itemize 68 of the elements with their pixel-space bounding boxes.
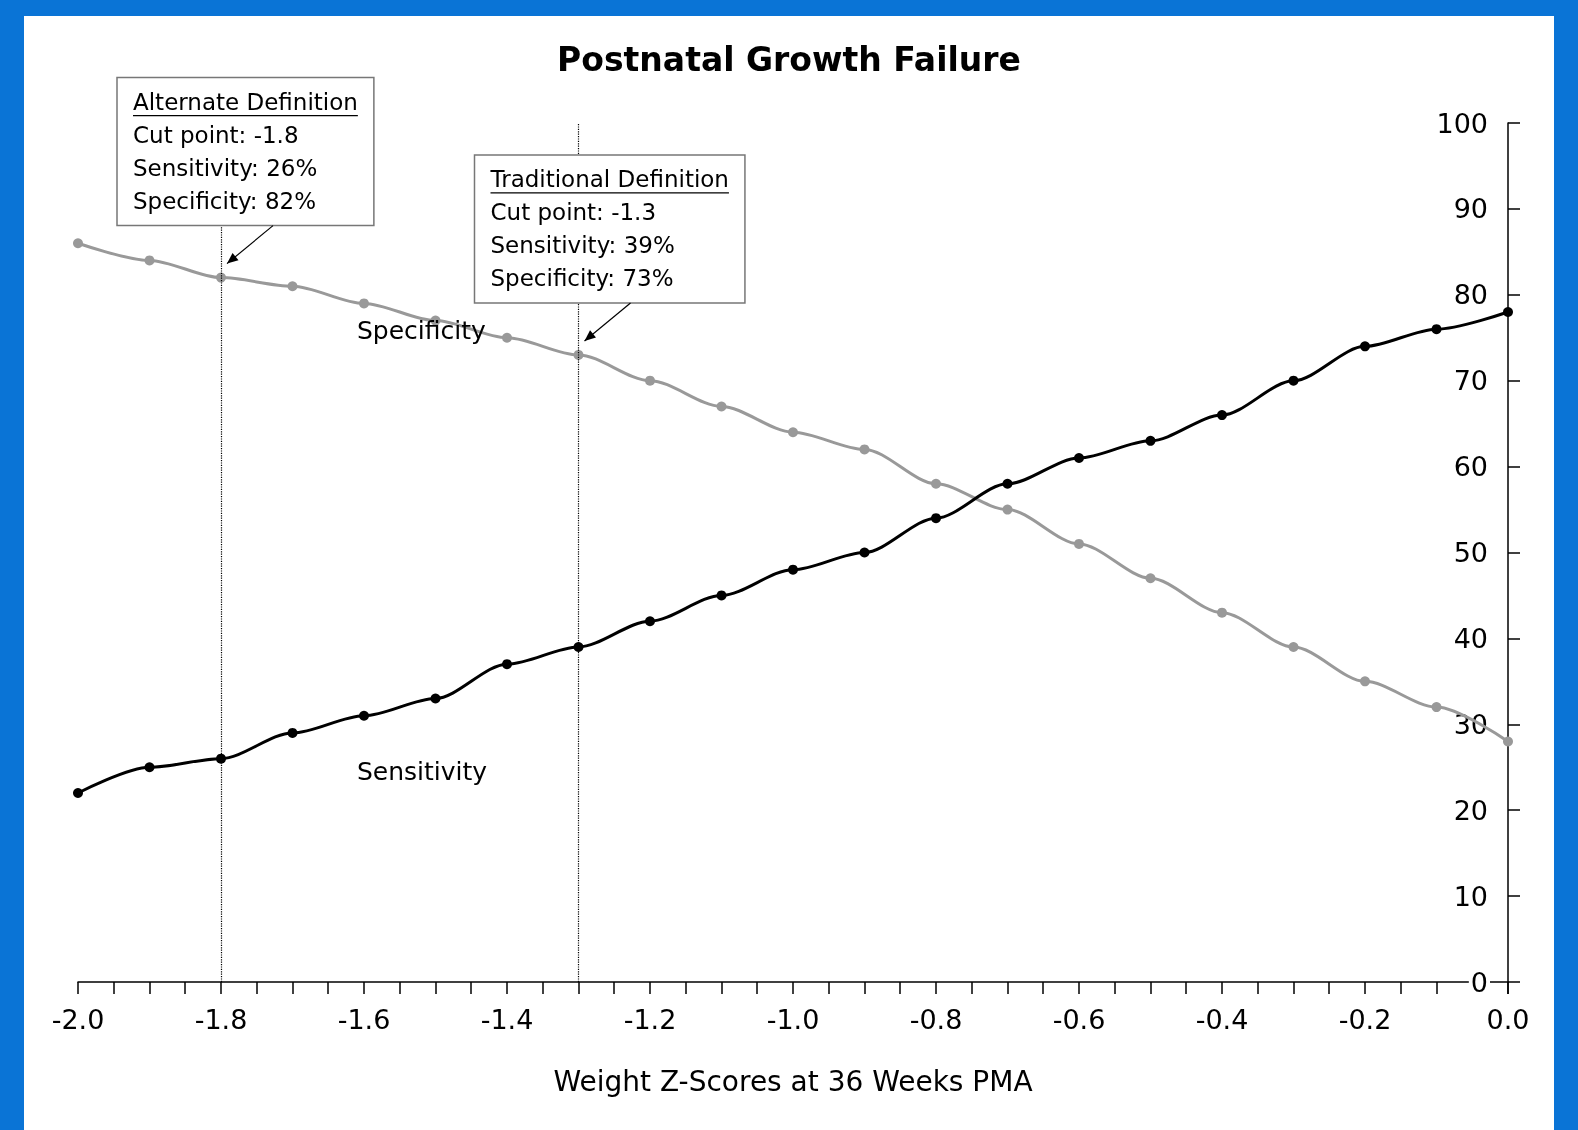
point <box>287 727 298 738</box>
point <box>1145 573 1156 584</box>
point <box>1002 478 1013 489</box>
point <box>1288 641 1299 652</box>
point <box>859 444 870 455</box>
point <box>430 693 441 704</box>
point <box>1503 736 1513 747</box>
point <box>73 238 83 249</box>
point <box>788 427 798 438</box>
y-tick-label: 40 <box>1453 622 1488 654</box>
y-tick-label: 0 <box>1470 966 1488 998</box>
y-tick-label: 90 <box>1453 193 1488 225</box>
point <box>1360 341 1370 352</box>
point <box>216 272 226 283</box>
y-tick-label: 50 <box>1453 537 1488 568</box>
annotation: Alternate Definition Cut point: -1.8 Sensitivity: 26% Specificity: 82% <box>133 89 358 215</box>
point <box>1431 702 1442 713</box>
y-tick-label: 70 <box>1453 365 1488 397</box>
series-label: Specificity <box>357 316 487 346</box>
point <box>931 513 941 524</box>
annotation: Traditional Definition Cut point: -1.3 Sensitivity: 39% Specificity: 73% <box>489 166 729 292</box>
point <box>216 753 226 764</box>
x-tick-label: -0.6 <box>1052 1004 1106 1035</box>
y-tick-label: 10 <box>1453 880 1488 912</box>
point <box>1217 410 1227 421</box>
x-axis-title: Weight Z-Scores at 36 Weeks PMA <box>553 1064 1033 1098</box>
point <box>645 375 655 386</box>
point <box>573 641 584 652</box>
x-tick-label: -1.6 <box>337 1004 391 1035</box>
point <box>144 762 155 773</box>
point <box>1288 375 1299 386</box>
point <box>502 659 512 670</box>
series-label: Sensitivity <box>357 756 488 786</box>
point <box>716 401 727 412</box>
point <box>73 788 83 799</box>
x-tick-label: -2.0 <box>51 1004 105 1035</box>
y-tick-label: 60 <box>1453 451 1488 483</box>
point <box>1145 435 1156 446</box>
y-tick-label: 100 <box>1436 107 1488 139</box>
point <box>1360 676 1370 687</box>
point <box>1217 607 1227 618</box>
point <box>716 590 727 601</box>
point <box>859 547 870 558</box>
y-tick-label: 80 <box>1453 279 1488 311</box>
point <box>144 255 155 266</box>
point <box>502 332 512 343</box>
point <box>931 478 941 489</box>
point <box>645 616 655 627</box>
x-tick-label: -0.8 <box>909 1004 963 1035</box>
x-tick-label: -1.4 <box>480 1004 534 1035</box>
point <box>287 281 298 292</box>
chart-title: Postnatal Growth Failure <box>557 40 1021 79</box>
point <box>359 298 369 309</box>
y-tick-label: 20 <box>1453 794 1488 826</box>
x-tick-label: -1.0 <box>766 1004 820 1035</box>
point <box>1503 306 1513 317</box>
x-tick-label: -1.8 <box>194 1004 248 1035</box>
point <box>573 349 584 360</box>
point <box>1431 324 1442 335</box>
x-tick-label: -0.2 <box>1338 1004 1392 1035</box>
point <box>788 564 798 575</box>
x-tick-label: -0.4 <box>1195 1004 1249 1035</box>
point <box>1002 504 1013 515</box>
point <box>1074 453 1084 464</box>
x-tick-label: 0.0 <box>1486 1004 1530 1035</box>
x-tick-label: -1.2 <box>623 1004 677 1035</box>
point <box>1074 538 1084 549</box>
point <box>359 710 369 721</box>
